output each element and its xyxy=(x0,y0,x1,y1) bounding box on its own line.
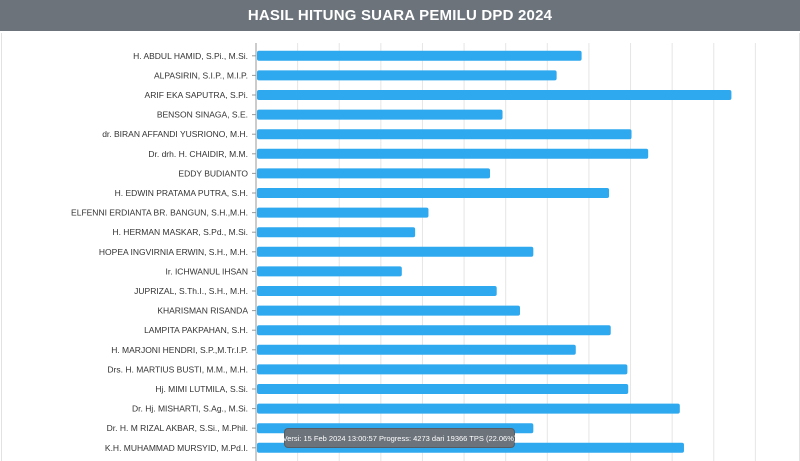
bar[interactable] xyxy=(257,188,610,198)
category-label: ALPASIRIN, S.I.P., M.I.P. xyxy=(154,70,248,80)
category-label: Dr. Hj. MISHARTI, S.Ag., M.Si. xyxy=(132,404,248,414)
category-label: H. EDWIN PRATAMA PUTRA, S.H. xyxy=(115,188,248,198)
bar[interactable] xyxy=(257,129,632,140)
category-label: HOPEA INGVIRNIA ERWIN, S.H., M.H. xyxy=(99,247,248,257)
category-label: Hj. MIMI LUTMILA, S.Si. xyxy=(155,384,248,394)
category-label: Ir. ICHWANUL IHSAN xyxy=(166,266,249,276)
status-text: Versi: 15 Feb 2024 13:00:57 Progress: 42… xyxy=(282,433,517,443)
bar[interactable] xyxy=(257,50,582,61)
bar[interactable] xyxy=(257,325,611,336)
category-label: dr. BIRAN AFFANDI YUSRIONO, M.H. xyxy=(102,129,248,139)
category-label: K.H. MUHAMMAD MURSYID, M.Pd.I. xyxy=(105,443,248,453)
bar[interactable] xyxy=(257,168,491,179)
chart-panel: H. ABDUL HAMID, S.Pi., M.Si. ALPASIRIN, S… xyxy=(1,33,800,461)
bar[interactable] xyxy=(257,109,503,120)
bar[interactable] xyxy=(257,70,557,81)
category-label: BENSON SINAGA, S.E. xyxy=(157,110,248,120)
status-tooltip: Versi: 15 Feb 2024 13:00:57 Progress: 42… xyxy=(282,429,517,447)
bar[interactable] xyxy=(257,384,629,394)
header-bar: HASIL HITUNG SUARA PEMILU DPD 2024 xyxy=(0,0,800,31)
category-label: JUPRIZAL, S.Th.I., S.H., M.H. xyxy=(134,286,248,296)
category-label: KHARISMAN RISANDA xyxy=(157,306,248,316)
bar[interactable] xyxy=(257,344,576,355)
category-label: ARIF EKA SAPUTRA, S.Pi. xyxy=(145,90,248,100)
category-label: ELFENNI ERDIANTA BR. BANGUN, S.H.,M.H. xyxy=(71,208,248,218)
bar-chart: H. ABDUL HAMID, S.Pi., M.Si. ALPASIRIN, S… xyxy=(71,43,756,461)
category-label: LAMPITA PAKPAHAN, S.H. xyxy=(144,325,248,335)
page-title: HASIL HITUNG SUARA PEMILU DPD 2024 xyxy=(247,7,553,24)
bar[interactable] xyxy=(257,148,649,159)
category-label: EDDY BUDIANTO xyxy=(178,168,248,178)
bar[interactable] xyxy=(257,266,402,277)
bar[interactable] xyxy=(257,364,628,375)
bar[interactable] xyxy=(257,286,497,296)
category-label: H. HERMAN MASKAR, S.Pd., M.Si. xyxy=(112,227,248,237)
bar[interactable] xyxy=(257,403,680,414)
category-label: Dr. H. M RIZAL AKBAR, S.Si., M.Phil. xyxy=(107,423,248,433)
category-label: H. ABDUL HAMID, S.Pi., M.Si. xyxy=(133,51,248,61)
category-label: H. MARJONI HENDRI, S.P.,M.Tr.I.P. xyxy=(111,345,248,355)
bar[interactable] xyxy=(257,227,416,238)
category-label: Drs. H. MARTIUS BUSTI, M.M., M.H. xyxy=(107,364,248,374)
category-label: Dr. drh. H. CHAIDIR, M.M. xyxy=(148,149,248,159)
bar[interactable] xyxy=(257,90,732,100)
bar[interactable] xyxy=(257,207,429,218)
bar[interactable] xyxy=(257,246,534,257)
bar[interactable] xyxy=(257,305,521,316)
